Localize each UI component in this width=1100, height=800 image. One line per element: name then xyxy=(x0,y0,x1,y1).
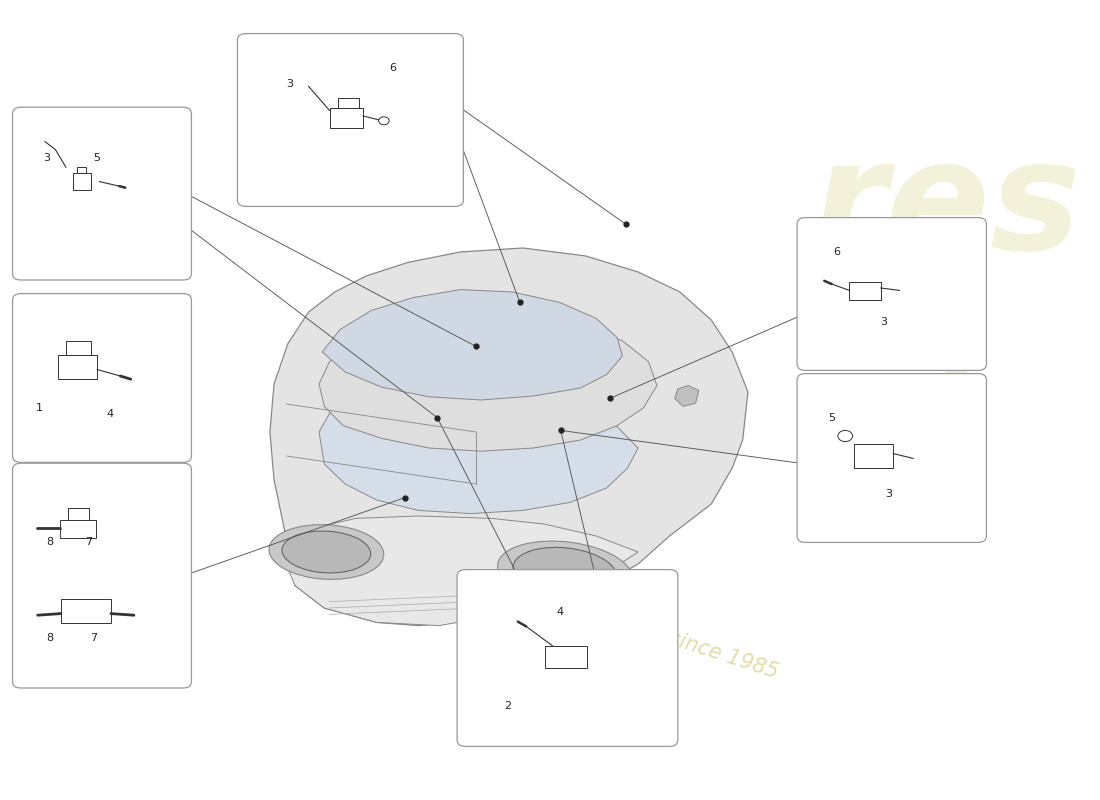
Polygon shape xyxy=(319,370,638,514)
FancyBboxPatch shape xyxy=(798,218,987,370)
Text: 5: 5 xyxy=(92,153,100,162)
Text: 3: 3 xyxy=(886,490,892,499)
Ellipse shape xyxy=(497,541,632,603)
Bar xyxy=(59,520,96,538)
Text: 6: 6 xyxy=(834,247,840,257)
Ellipse shape xyxy=(513,547,617,597)
Bar xyxy=(849,282,881,300)
Ellipse shape xyxy=(282,531,371,573)
Text: 3: 3 xyxy=(44,153,51,162)
Text: 8: 8 xyxy=(46,633,54,642)
Bar xyxy=(854,444,893,468)
Bar xyxy=(544,646,586,668)
Text: res: res xyxy=(812,134,1081,282)
Polygon shape xyxy=(674,386,698,406)
Bar xyxy=(73,174,90,190)
FancyBboxPatch shape xyxy=(798,374,987,542)
Text: 3: 3 xyxy=(880,318,888,327)
Polygon shape xyxy=(270,248,748,626)
Bar xyxy=(66,341,91,355)
Text: 8: 8 xyxy=(46,537,54,546)
Polygon shape xyxy=(288,516,638,626)
Text: 2: 2 xyxy=(504,702,510,711)
Text: 1985: 1985 xyxy=(834,277,987,395)
Ellipse shape xyxy=(270,525,384,579)
FancyBboxPatch shape xyxy=(458,570,678,746)
Bar xyxy=(330,108,363,128)
Text: 4: 4 xyxy=(557,607,563,617)
Polygon shape xyxy=(319,310,657,451)
Bar xyxy=(77,167,86,174)
Ellipse shape xyxy=(378,117,389,125)
Text: 1: 1 xyxy=(36,403,43,413)
Text: 4: 4 xyxy=(107,410,113,419)
Bar xyxy=(68,508,89,520)
Bar xyxy=(60,599,111,623)
Text: a passion for parts since 1985: a passion for parts since 1985 xyxy=(475,566,781,682)
FancyBboxPatch shape xyxy=(12,294,191,462)
FancyBboxPatch shape xyxy=(12,107,191,280)
Text: 6: 6 xyxy=(388,63,396,73)
Text: 7: 7 xyxy=(90,633,98,642)
Text: 3: 3 xyxy=(286,79,294,89)
Bar xyxy=(57,355,97,379)
Polygon shape xyxy=(322,290,623,400)
Text: 7: 7 xyxy=(86,537,92,546)
Ellipse shape xyxy=(838,430,853,442)
Text: 5: 5 xyxy=(828,413,835,422)
FancyBboxPatch shape xyxy=(238,34,463,206)
FancyBboxPatch shape xyxy=(12,463,191,688)
Bar xyxy=(338,98,359,108)
